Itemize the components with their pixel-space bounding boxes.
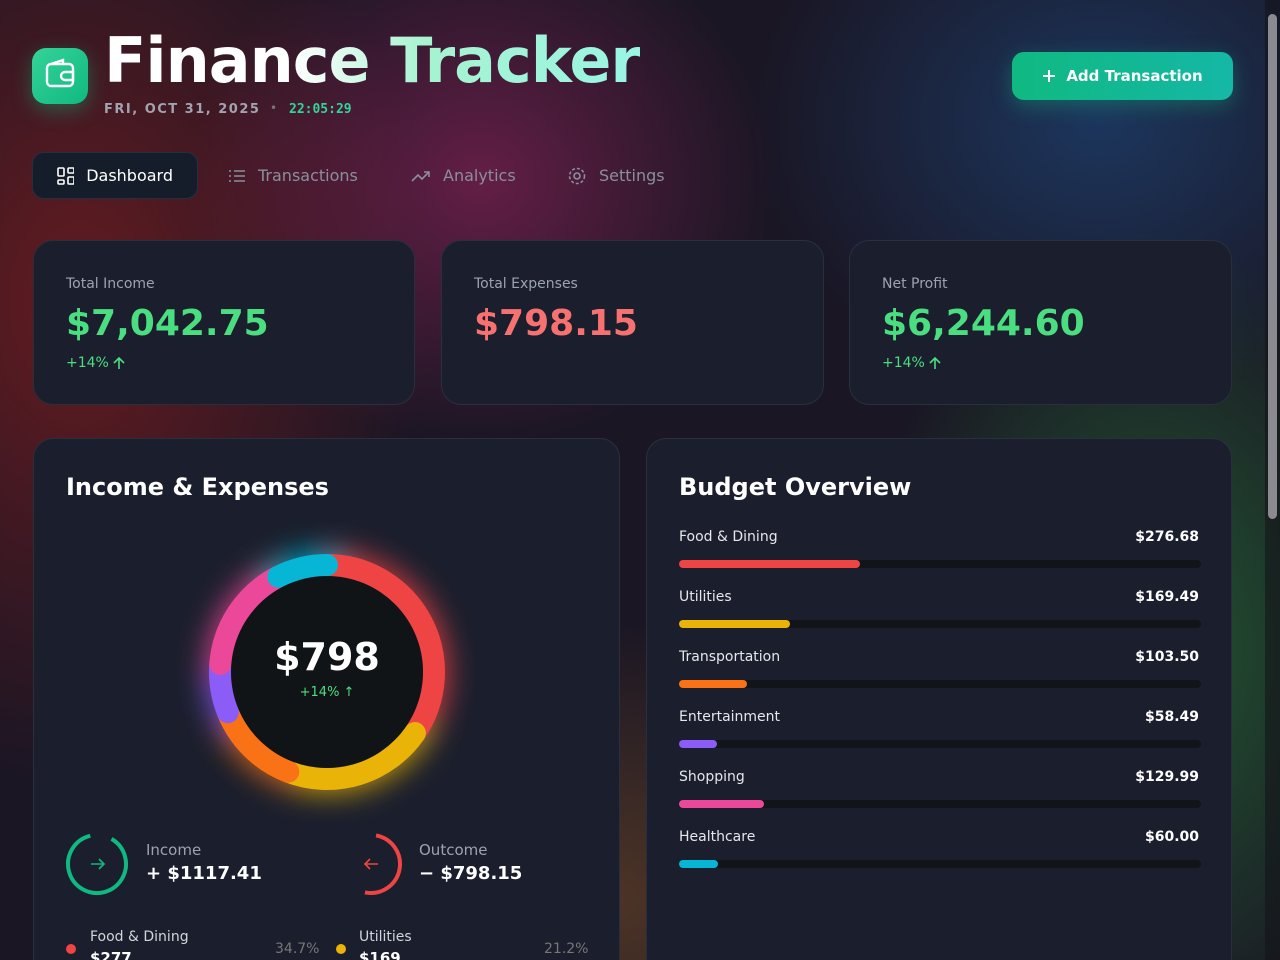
budget-amount: $58.49 xyxy=(1144,709,1199,725)
outcome-ring xyxy=(340,833,402,896)
budget-label: Shopping xyxy=(679,769,745,785)
budget-bar xyxy=(679,680,747,688)
donut-chart xyxy=(205,550,449,794)
nav-label: Settings xyxy=(599,166,665,185)
budget-track xyxy=(679,680,1201,688)
up-arrow xyxy=(929,356,941,369)
gear-icon xyxy=(568,167,586,184)
budget-label: Entertainment xyxy=(679,709,781,725)
list-icon xyxy=(229,169,245,182)
separator: • xyxy=(270,101,278,115)
legend-share: 21.2% xyxy=(544,941,589,957)
income-label: Income xyxy=(146,841,202,859)
stat-change: +14% xyxy=(66,355,125,371)
stat-label: Total Income xyxy=(66,276,155,292)
legend-dot xyxy=(66,944,76,954)
stat-card: Total Income $7,042.75 +14% xyxy=(33,240,415,405)
budget-label: Healthcare xyxy=(679,829,756,845)
budget-amount: $103.50 xyxy=(1135,649,1199,665)
date: FRI, OCT 31, 2025 xyxy=(104,102,261,117)
budget-track xyxy=(679,620,1201,628)
outcome-label: Outcome xyxy=(419,841,488,859)
legend-dot xyxy=(336,944,346,954)
donut-segments xyxy=(209,554,445,790)
scrollbar-thumb[interactable] xyxy=(1268,14,1277,519)
income-expenses-panel: Income & Expenses $798 +14% ↑ Income + $1… xyxy=(33,438,620,960)
grid-icon xyxy=(57,166,75,185)
stat-card: Total Expenses $798.15 xyxy=(441,240,824,405)
up-arrow: ↑ xyxy=(343,685,355,700)
nav-tab[interactable]: Settings xyxy=(543,152,689,199)
plus-icon xyxy=(1043,70,1056,82)
budget-bar xyxy=(679,560,860,568)
budget-bar xyxy=(679,860,719,868)
budget-track xyxy=(679,560,1201,568)
donut-segment xyxy=(267,554,338,588)
budget-bar xyxy=(679,620,790,628)
budget-amount: $169.49 xyxy=(1135,589,1199,605)
change-text: +14% xyxy=(66,355,109,371)
donut-value: $798 xyxy=(274,635,380,679)
nav-tab[interactable]: Dashboard xyxy=(32,152,198,199)
budget-track xyxy=(679,740,1201,748)
outcome-value: − $798.15 xyxy=(419,863,523,884)
budget-bar xyxy=(679,740,718,748)
stat-value: $7,042.75 xyxy=(66,303,269,344)
donut-segment xyxy=(209,565,290,675)
budget-track xyxy=(679,860,1201,868)
donut-segment xyxy=(316,554,445,745)
add-transaction-button[interactable]: Add Transaction xyxy=(1012,52,1233,100)
nav-tab[interactable]: Transactions xyxy=(204,152,382,199)
stat-label: Total Expenses xyxy=(474,276,578,292)
income-value: + $1117.41 xyxy=(146,863,262,884)
donut-center xyxy=(231,576,423,768)
stat-value: $6,244.60 xyxy=(882,303,1085,344)
panel-title: Income & Expenses xyxy=(66,473,329,501)
panel-title: Budget Overview xyxy=(679,473,912,501)
budget-bar xyxy=(679,800,764,808)
button-label: Add Transaction xyxy=(1066,67,1203,85)
donut-change: +14% ↑ xyxy=(177,685,477,700)
up-arrow xyxy=(113,356,125,369)
stat-value: $798.15 xyxy=(474,303,638,344)
budget-panel: Budget Overview Food & Dining $276.68 Util… xyxy=(646,438,1232,960)
clock: 22:05:29 xyxy=(289,102,352,117)
logo xyxy=(32,48,88,104)
budget-track xyxy=(679,800,1201,808)
budget-amount: $276.68 xyxy=(1135,529,1199,545)
change-text: +14% xyxy=(299,685,340,700)
nav-tab[interactable]: Analytics xyxy=(387,152,540,199)
app-title: Finance Tracker xyxy=(104,24,641,97)
nav-label: Analytics xyxy=(443,166,516,185)
donut-segment xyxy=(277,722,426,790)
nav-label: Transactions xyxy=(258,166,358,185)
nav-label: Dashboard xyxy=(86,166,173,185)
change-text: +14% xyxy=(882,355,925,371)
legend-name: Food & Dining xyxy=(90,929,189,945)
budget-label: Food & Dining xyxy=(679,529,778,545)
legend-share: 34.7% xyxy=(275,941,320,957)
budget-label: Transportation xyxy=(679,649,781,665)
budget-amount: $129.99 xyxy=(1135,769,1199,785)
stat-card: Net Profit $6,244.60 +14% xyxy=(849,240,1232,405)
stat-label: Net Profit xyxy=(882,276,948,292)
trend-icon xyxy=(411,170,430,182)
income-ring xyxy=(66,832,128,895)
stat-change: +14% xyxy=(882,355,941,371)
legend-amount: $169 xyxy=(359,949,401,960)
wallet-icon xyxy=(45,58,75,88)
legend-name: Utilities xyxy=(359,929,412,945)
budget-amount: $60.00 xyxy=(1144,829,1199,845)
budget-label: Utilities xyxy=(679,589,732,605)
legend-amount: $277 xyxy=(90,949,132,960)
